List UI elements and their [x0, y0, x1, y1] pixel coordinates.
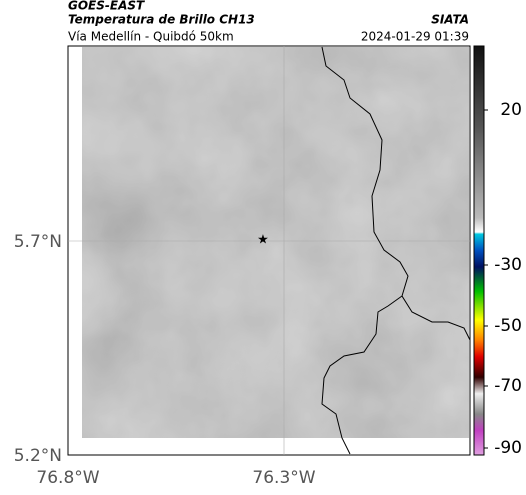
colorbar-tick-label: -30 [494, 255, 522, 275]
boundary-line [321, 46, 471, 455]
route: Vía Medellín - Quibdó 50km [68, 30, 234, 44]
lon-label: 76.8°W [36, 468, 99, 488]
subtitle: Temperatura de Brillo CH13 [68, 13, 255, 27]
colorbar-tick-label: 20 [500, 100, 522, 120]
location-marker: ★ [257, 233, 269, 248]
colorbar-tick-label: -50 [494, 316, 522, 336]
colorbar-tick-label: -70 [494, 376, 522, 396]
lat-label: 5.7°N [14, 232, 62, 252]
lat-label: 5.2°N [14, 446, 62, 466]
title: GOES-EAST [68, 0, 145, 13]
colorbar-tick-label: -90 [494, 438, 522, 458]
datetime: 2024-01-29 01:39 [361, 30, 469, 44]
lon-label: 76.3°W [252, 468, 315, 488]
satellite-image [82, 47, 469, 438]
source: SIATA [431, 13, 469, 27]
colorbar-ticks: 20 -30 -50 -70 -90 [484, 100, 522, 458]
colorbar [473, 45, 485, 456]
